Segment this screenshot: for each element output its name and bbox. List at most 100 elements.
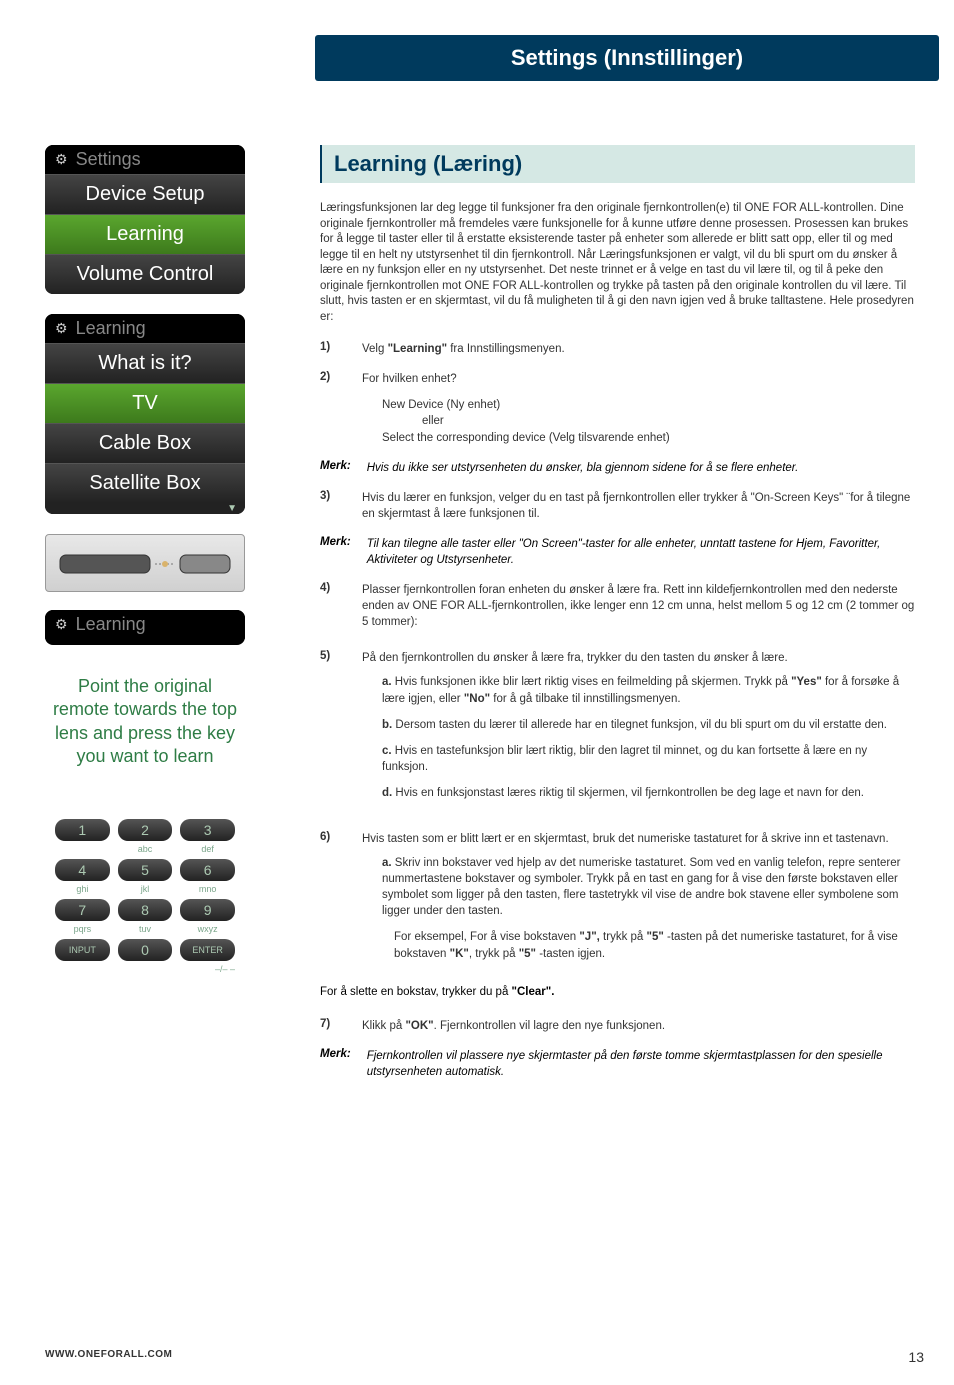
key-input[interactable]: INPUT bbox=[55, 939, 110, 961]
key-label bbox=[55, 844, 110, 856]
example: For eksempel, For å vise bokstaven "J", … bbox=[394, 929, 915, 961]
step-number: 1) bbox=[320, 341, 342, 357]
page-footer: WWW.ONEFORALL.COM 13 bbox=[45, 1349, 924, 1365]
note-2: Merk: Til kan tilegne alle taster eller … bbox=[320, 536, 915, 568]
note-1: Merk: Hvis du ikke ser utstyrsenheten du… bbox=[320, 460, 915, 476]
step-number: 2) bbox=[320, 371, 342, 445]
text: -tasten igjen. bbox=[536, 948, 605, 960]
key-5[interactable]: 5 bbox=[118, 859, 173, 881]
bold: "Clear". bbox=[512, 986, 555, 998]
screen2-title-text: Learning bbox=[76, 318, 146, 339]
screen1-title-text: Settings bbox=[76, 149, 141, 170]
text: . Fjernkontrollen vil lagre den nye funk… bbox=[434, 1020, 665, 1032]
menu-item-tv[interactable]: TV bbox=[45, 383, 245, 423]
key-8[interactable]: 8 bbox=[118, 899, 173, 921]
remote-alignment-diagram bbox=[45, 534, 245, 592]
key-4[interactable]: 4 bbox=[55, 859, 110, 881]
key-label: def bbox=[180, 844, 235, 856]
step-body: Hvis tasten som er blitt lært er en skje… bbox=[362, 831, 915, 972]
text: Hvis tasten som er blitt lært er en skje… bbox=[362, 831, 915, 847]
note-label: Merk: bbox=[320, 460, 351, 476]
text: For eksempel, For å vise bokstaven bbox=[394, 931, 579, 943]
page-header: Settings (Innstillinger) bbox=[315, 35, 939, 81]
text: Hvis en funksjonstast læres riktig til s… bbox=[395, 787, 864, 799]
step-body: For hvilken enhet? New Device (Ny enhet)… bbox=[362, 371, 915, 445]
key-1[interactable]: 1 bbox=[55, 819, 110, 841]
note-body: Fjernkontrollen vil plassere nye skjermt… bbox=[367, 1048, 915, 1080]
screen-settings-title: ⚙ Settings bbox=[45, 145, 245, 174]
text: trykk på bbox=[600, 931, 647, 943]
text: På den fjernkontrollen du ønsker å lære … bbox=[362, 650, 915, 666]
key-label: mno bbox=[180, 884, 235, 896]
scroll-down-icon[interactable]: ▼ bbox=[45, 503, 245, 514]
bold: "Yes" bbox=[791, 676, 822, 688]
bold: "5" bbox=[647, 931, 664, 943]
key-2[interactable]: 2 bbox=[118, 819, 173, 841]
menu-item-learning[interactable]: Learning bbox=[45, 214, 245, 254]
text: Skriv inn bokstaver ved hjelp av det num… bbox=[382, 857, 900, 917]
key-dash-label: –/– – bbox=[180, 964, 235, 976]
step-body: Klikk på "OK". Fjernkontrollen vil lagre… bbox=[362, 1018, 915, 1034]
note-body: Til kan tilegne alle taster eller "On Sc… bbox=[367, 536, 915, 568]
intro-paragraph: Læringsfunksjonen lar deg legge til funk… bbox=[320, 201, 915, 325]
text: New Device (Ny enhet) bbox=[382, 397, 915, 413]
step-body: Hvis du lærer en funksjon, velger du en … bbox=[362, 490, 915, 522]
step-1: 1) Velg "Learning" fra Innstillingsmenye… bbox=[320, 341, 915, 357]
note-body: Hvis du ikke ser utstyrsenheten du ønske… bbox=[367, 460, 915, 476]
text: eller bbox=[422, 413, 915, 429]
text: , trykk på bbox=[469, 948, 519, 960]
text: Hvis en tastefunksjon blir lært riktig, … bbox=[382, 745, 867, 773]
step-body: Velg "Learning" fra Innstillingsmenyen. bbox=[362, 341, 915, 357]
key-7[interactable]: 7 bbox=[55, 899, 110, 921]
bold: "OK" bbox=[405, 1020, 433, 1032]
screen3-title: ⚙ Learning bbox=[45, 610, 245, 639]
section-heading: Learning (Læring) bbox=[320, 145, 915, 183]
key-label: pqrs bbox=[55, 924, 110, 936]
step-7: 7) Klikk på "OK". Fjernkontrollen vil la… bbox=[320, 1018, 915, 1034]
key-3[interactable]: 3 bbox=[180, 819, 235, 841]
key-label: ghi bbox=[55, 884, 110, 896]
key-label: jkl bbox=[118, 884, 173, 896]
left-column: ⚙ Settings Device Setup Learning Volume … bbox=[45, 145, 245, 976]
menu-item-device-setup[interactable]: Device Setup bbox=[45, 174, 245, 214]
key-label: tuv bbox=[118, 924, 173, 936]
sub-d: d. Hvis en funksjonstast læres riktig ti… bbox=[382, 785, 915, 801]
step-body: På den fjernkontrollen du ønsker å lære … bbox=[362, 650, 915, 811]
text: Klikk på bbox=[362, 1020, 405, 1032]
key-9[interactable]: 9 bbox=[180, 899, 235, 921]
gear-icon: ⚙ bbox=[55, 151, 68, 168]
bold: "K" bbox=[450, 948, 469, 960]
step-body: Plasser fjernkontrollen foran enheten du… bbox=[362, 582, 915, 630]
menu-item-whatisit[interactable]: What is it? bbox=[45, 343, 245, 383]
sub-a: a. Hvis funksjonen ikke blir lært riktig… bbox=[382, 674, 915, 706]
step-6: 6) Hvis tasten som er blitt lært er en s… bbox=[320, 831, 915, 972]
menu-item-volume[interactable]: Volume Control bbox=[45, 254, 245, 294]
note-3: Merk: Fjernkontrollen vil plassere nye s… bbox=[320, 1048, 915, 1080]
sub-b: b. Dersom tasten du lærer til allerede h… bbox=[382, 717, 915, 733]
note-label: Merk: bbox=[320, 1048, 351, 1080]
text: Velg bbox=[362, 343, 388, 355]
right-column: Learning (Læring) Læringsfunksjonen lar … bbox=[320, 145, 915, 1094]
key-label: abc bbox=[118, 844, 173, 856]
screen3-title-text: Learning bbox=[76, 614, 146, 635]
step-number: 4) bbox=[320, 582, 342, 630]
gear-icon: ⚙ bbox=[55, 320, 68, 337]
key-enter[interactable]: ENTER bbox=[180, 939, 235, 961]
sub-c: c. Hvis en tastefunksjon blir lært rikti… bbox=[382, 743, 915, 775]
note-label: Merk: bbox=[320, 536, 351, 568]
numeric-keypad: 1 2 3 abc def 4 5 6 ghi jkl mno 7 8 9 pq… bbox=[55, 819, 235, 976]
footer-url: WWW.ONEFORALL.COM bbox=[45, 1349, 172, 1365]
text: For å slette en bokstav, trykker du på bbox=[320, 986, 512, 998]
instruction-text: Point the original remote towards the to… bbox=[45, 665, 245, 779]
step-number: 3) bbox=[320, 490, 342, 522]
key-6[interactable]: 6 bbox=[180, 859, 235, 881]
text: For hvilken enhet? bbox=[362, 371, 915, 387]
key-0[interactable]: 0 bbox=[118, 939, 173, 961]
gear-icon: ⚙ bbox=[55, 616, 68, 633]
key-label bbox=[55, 964, 110, 976]
menu-item-satellite[interactable]: Satellite Box bbox=[45, 463, 245, 503]
text: Hvis funksjonen ikke blir lært riktig vi… bbox=[395, 676, 791, 688]
menu-item-cable[interactable]: Cable Box bbox=[45, 423, 245, 463]
step-3: 3) Hvis du lærer en funksjon, velger du … bbox=[320, 490, 915, 522]
text: fra Innstillingsmenyen. bbox=[447, 343, 565, 355]
